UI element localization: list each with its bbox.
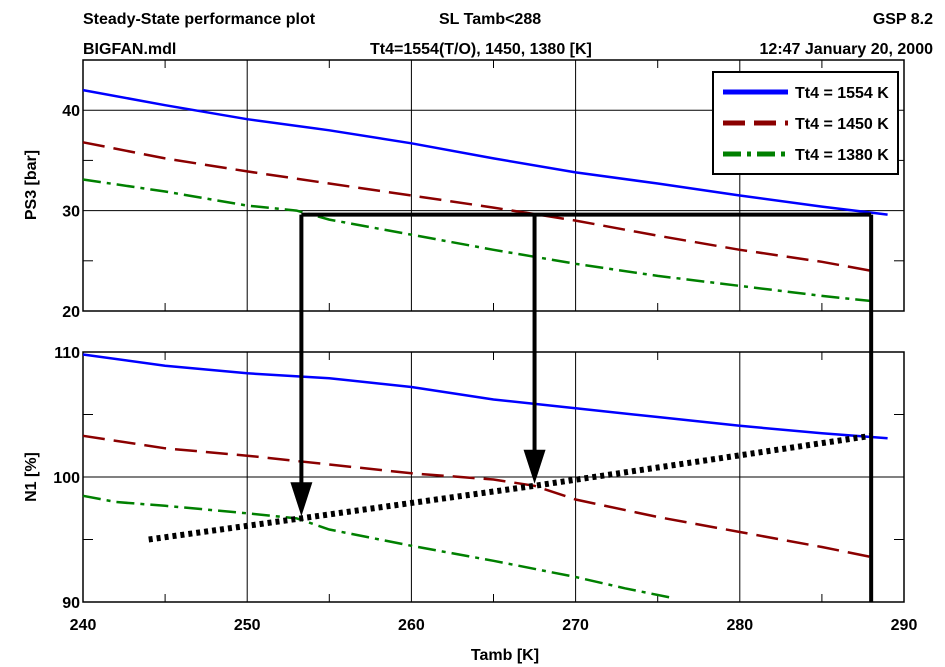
n1-series xyxy=(82,353,888,600)
ps3-panel: 20 30 40 PS3 [bar] xyxy=(23,59,905,321)
x-tick-labels: 240 250 260 270 280 290 xyxy=(70,617,918,634)
n1-y-tick-label: 100 xyxy=(53,470,80,487)
x-tick-label: 280 xyxy=(726,617,753,634)
n1-y-ticks: 90 100 110 xyxy=(53,345,80,612)
ps3-y-tick-label: 40 xyxy=(62,103,80,120)
legend-label-2: Tt4 = 1380 K xyxy=(795,147,889,164)
ps3-y-ticks: 20 30 40 xyxy=(62,103,80,321)
x-tick-label: 240 xyxy=(70,617,97,634)
legend-label-1: Tt4 = 1450 K xyxy=(795,116,889,133)
ps3-y-axis-label: PS3 [bar] xyxy=(23,150,40,220)
guide-arrow-head xyxy=(523,449,546,484)
n1-series-line-0 xyxy=(82,353,888,440)
x-tick-label: 290 xyxy=(891,617,918,634)
datetime-label: 12:47 January 20, 2000 xyxy=(760,41,934,58)
legend: Tt4 = 1554 K Tt4 = 1450 K Tt4 = 1380 K xyxy=(712,71,899,175)
operating-line xyxy=(148,432,872,543)
legend-label-0: Tt4 = 1554 K xyxy=(795,85,889,102)
chart-title: Steady-State performance plot xyxy=(83,11,316,28)
ps3-y-tick-label: 20 xyxy=(62,304,80,321)
n1-y-tick-label: 90 xyxy=(62,595,80,612)
n1-y-tick-label: 110 xyxy=(54,345,80,362)
x-axis-label: Tamb [K] xyxy=(471,647,539,664)
ps3-series-line-0 xyxy=(82,88,888,216)
x-tick-label: 250 xyxy=(234,617,261,634)
tt4-list-label: Tt4=1554(T/O), 1450, 1380 [K] xyxy=(370,41,592,58)
n1-series-line-2 xyxy=(82,494,675,600)
n1-grid xyxy=(83,352,904,602)
ps3-y-tick-label: 30 xyxy=(62,204,80,221)
condition-label: SL Tamb<288 xyxy=(439,11,541,28)
n1-y-axis-label: N1 [%] xyxy=(23,452,40,502)
ps3-series-line-1 xyxy=(82,141,872,273)
x-tick-label: 260 xyxy=(398,617,425,634)
x-tick-label: 270 xyxy=(562,617,589,634)
ps3-series xyxy=(82,88,888,303)
version-label: GSP 8.2 xyxy=(873,11,933,28)
n1-panel: 90 100 110 N1 [%] 240 250 260 270 280 290 Tamb … xyxy=(23,345,917,664)
model-name: BIGFAN.mdl xyxy=(83,41,176,58)
ps3-series-line-2 xyxy=(82,178,872,303)
guide-arrow-head xyxy=(290,482,313,517)
annotation-overlay xyxy=(148,212,874,602)
